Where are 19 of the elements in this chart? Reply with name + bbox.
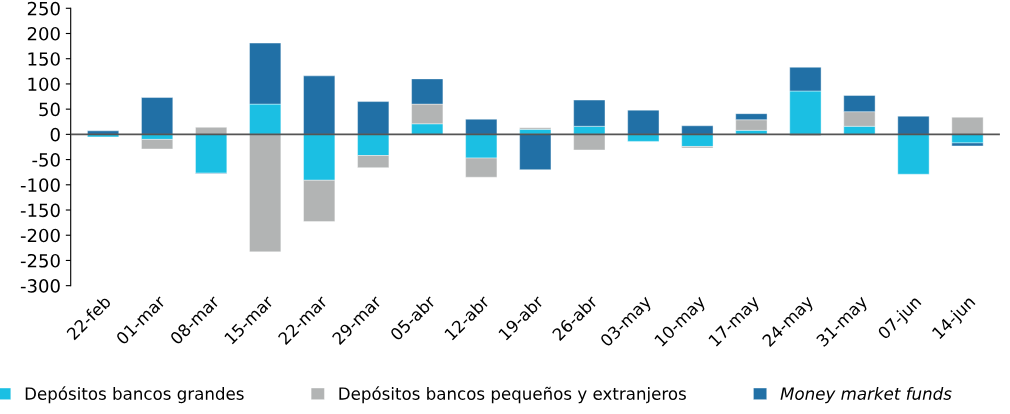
bar [141, 97, 174, 135]
bar [519, 134, 552, 170]
y-tick-label: 150 [28, 52, 60, 66]
y-tick-label: 50 [39, 102, 60, 117]
y-tick-label: 200 [27, 26, 60, 41]
y-tick-label: 0 [50, 127, 60, 142]
y-tick-label: -50 [32, 153, 60, 167]
y-tick-label: -150 [20, 203, 60, 218]
y-tick-label: -200 [20, 228, 60, 243]
y-tick-label: 250 [27, 1, 60, 16]
y-tick-label: -300 [20, 279, 60, 293]
legend-label: Depósitos bancos grandes [25, 386, 244, 404]
bar [141, 139, 174, 150]
bar [87, 130, 119, 135]
legend-label: Money market funds [780, 387, 952, 404]
legend-label: Depósitos bancos pequeños y extranjeros [339, 386, 686, 404]
y-tick-label: -100 [20, 178, 60, 192]
y-tick-label: 100 [28, 77, 60, 92]
y-tick-label: -250 [20, 253, 60, 268]
